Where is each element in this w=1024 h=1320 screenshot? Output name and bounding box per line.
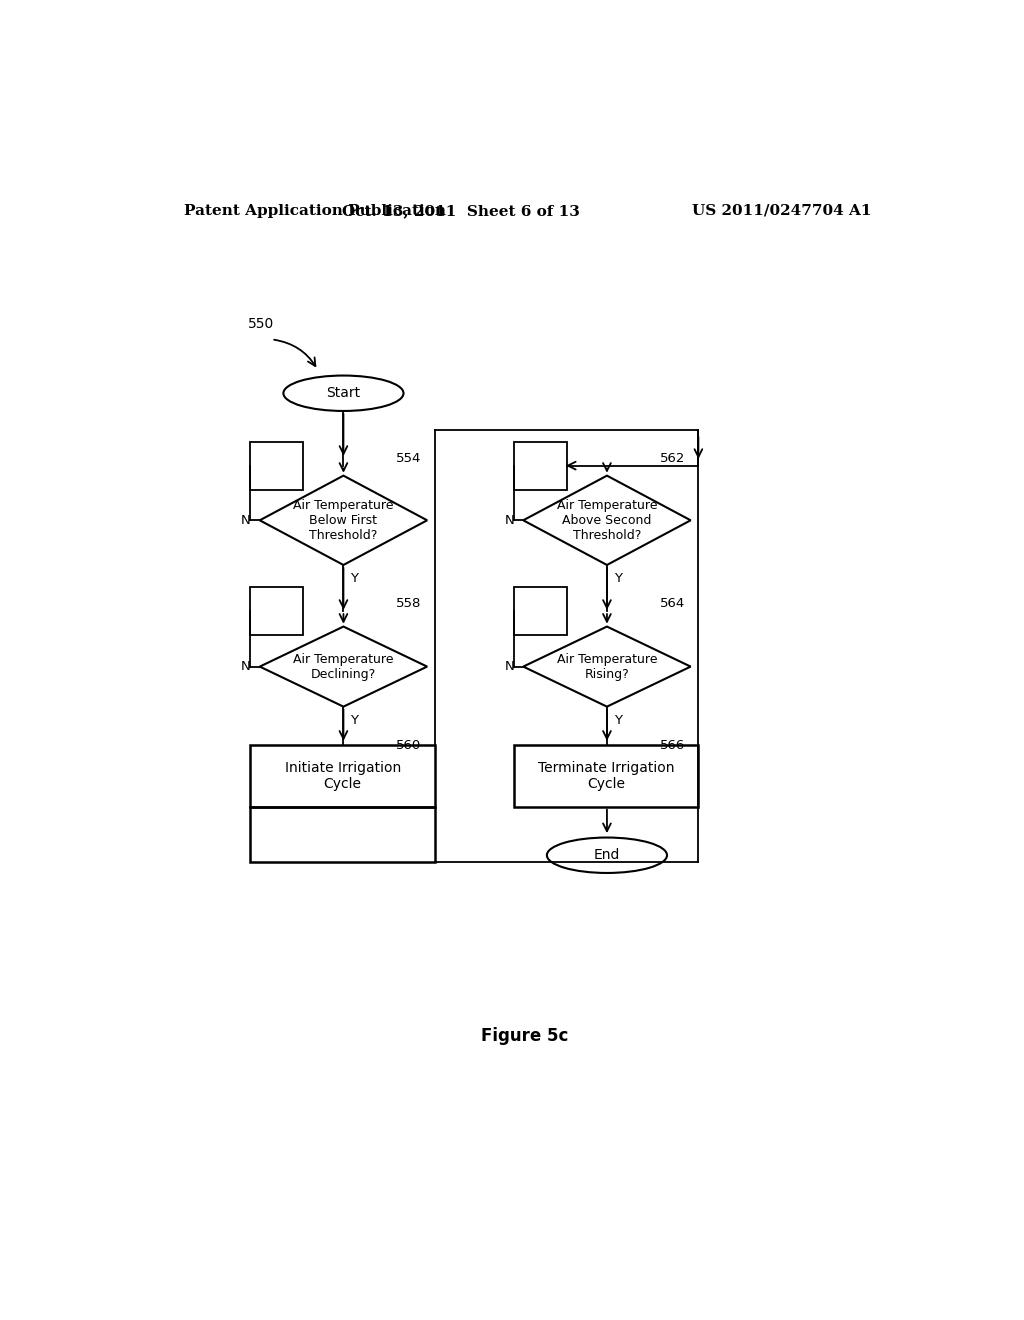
Text: Figure 5c: Figure 5c <box>481 1027 568 1045</box>
Bar <box>251 442 303 490</box>
Text: N: N <box>241 513 251 527</box>
Text: 562: 562 <box>659 453 685 465</box>
Text: 560: 560 <box>396 739 422 752</box>
Text: Y: Y <box>613 714 622 727</box>
Bar <box>251 744 435 807</box>
Text: Terminate Irrigation
Cycle: Terminate Irrigation Cycle <box>538 760 675 791</box>
Bar <box>251 587 303 635</box>
Text: Initiate Irrigation
Cycle: Initiate Irrigation Cycle <box>285 760 400 791</box>
FancyArrowPatch shape <box>274 339 315 366</box>
Text: Oct. 13, 2011  Sheet 6 of 13: Oct. 13, 2011 Sheet 6 of 13 <box>342 203 581 218</box>
Text: Air Temperature
Rising?: Air Temperature Rising? <box>557 652 657 681</box>
Text: 554: 554 <box>396 453 422 465</box>
Text: Air Temperature
Below First
Threshold?: Air Temperature Below First Threshold? <box>293 499 393 541</box>
Text: Y: Y <box>613 573 622 585</box>
Bar <box>251 807 435 862</box>
Text: Y: Y <box>350 714 358 727</box>
Text: Air Temperature
Above Second
Threshold?: Air Temperature Above Second Threshold? <box>557 499 657 541</box>
Text: 550: 550 <box>248 317 274 331</box>
Text: US 2011/0247704 A1: US 2011/0247704 A1 <box>692 203 872 218</box>
Text: 566: 566 <box>659 739 685 752</box>
Text: Start: Start <box>327 387 360 400</box>
Text: End: End <box>594 849 621 862</box>
Bar <box>514 587 566 635</box>
Text: Air Temperature
Declining?: Air Temperature Declining? <box>293 652 393 681</box>
Text: 564: 564 <box>659 597 685 610</box>
Bar <box>514 744 698 807</box>
Text: Patent Application Publication: Patent Application Publication <box>183 203 445 218</box>
Bar <box>514 442 566 490</box>
Text: 558: 558 <box>396 597 422 610</box>
Text: N: N <box>505 513 514 527</box>
Text: N: N <box>505 660 514 673</box>
Text: Y: Y <box>350 573 358 585</box>
Text: N: N <box>241 660 251 673</box>
